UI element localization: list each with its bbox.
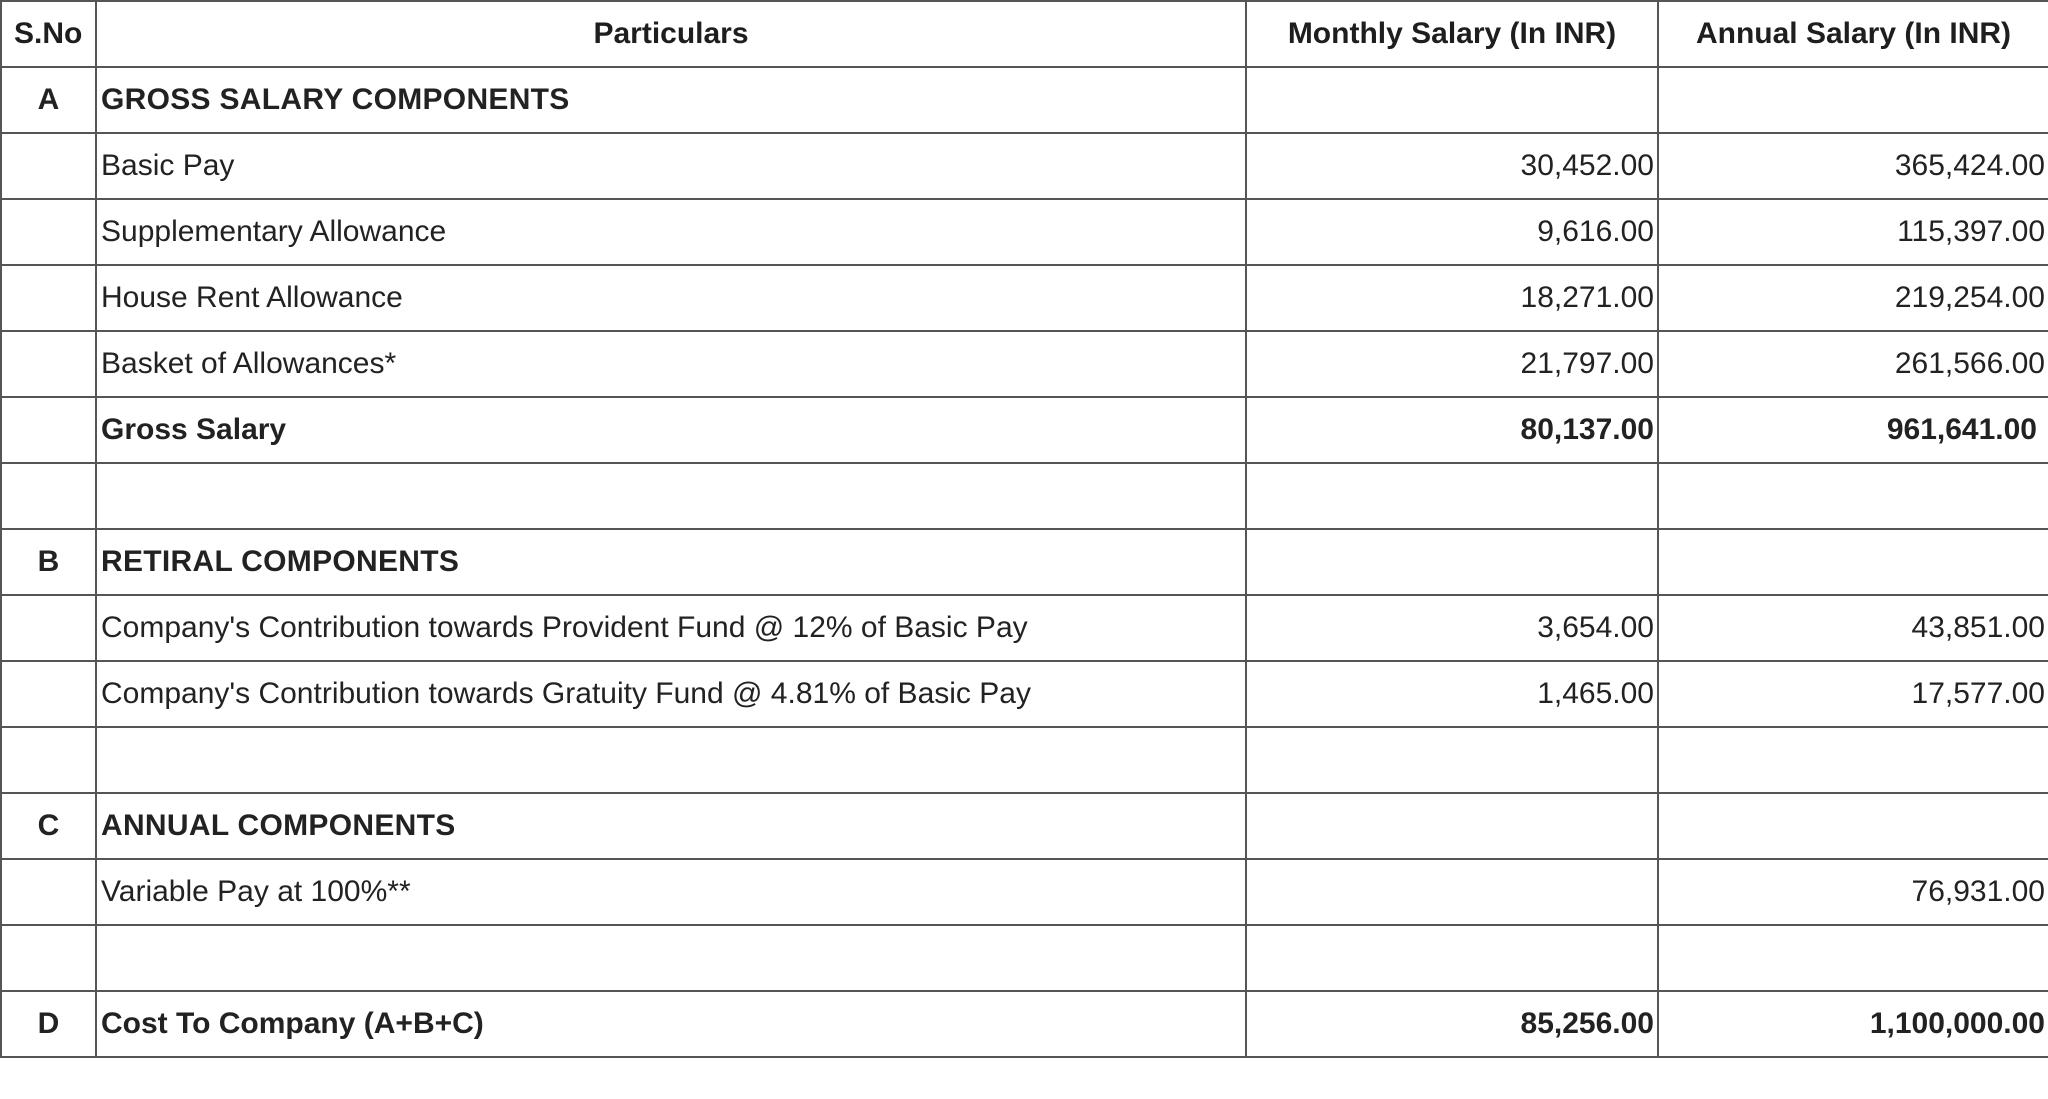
cell-sno [0,660,97,728]
cell-monthly [1245,792,1659,860]
cell-monthly: 80,137.00 [1245,396,1659,464]
cell-sno [0,924,97,992]
cell-monthly [1245,528,1659,596]
cell-particulars [95,462,1247,530]
cell-particulars: Basket of Allowances* [95,330,1247,398]
gross-salary-total-row: Gross Salary 80,137.00 961,641.00 [0,396,2048,464]
cell-monthly: 18,271.00 [1245,264,1659,332]
cell-sno [0,264,97,332]
cell-sno [0,396,97,464]
table-row: Variable Pay at 100%** 76,931.00 [0,858,2048,926]
cell-annual: 76,931.00 [1657,858,2048,926]
cell-monthly [1245,858,1659,926]
spacer-row [0,462,2048,530]
table-row: Basic Pay 30,452.00 365,424.00 [0,132,2048,200]
cell-sno: B [0,528,97,596]
header-row: S.No Particulars Monthly Salary (In INR)… [0,0,2048,68]
cell-monthly: 21,797.00 [1245,330,1659,398]
cell-sno: D [0,990,97,1058]
cell-particulars: RETIRAL COMPONENTS [95,528,1247,596]
table-row: Supplementary Allowance 9,616.00 115,397… [0,198,2048,266]
cell-particulars: House Rent Allowance [95,264,1247,332]
cell-annual [1657,924,2048,992]
cell-annual [1657,792,2048,860]
table-row: House Rent Allowance 18,271.00 219,254.0… [0,264,2048,332]
cell-particulars: ANNUAL COMPONENTS [95,792,1247,860]
section-row-retiral-components: B RETIRAL COMPONENTS [0,528,2048,596]
header-particulars: Particulars [95,0,1247,68]
cell-monthly [1245,726,1659,794]
cell-annual: 43,851.00 [1657,594,2048,662]
header-annual-salary: Annual Salary (In INR) [1657,0,2048,68]
spacer-row [0,726,2048,794]
cell-particulars [95,726,1247,794]
cell-monthly: 1,465.00 [1245,660,1659,728]
cell-sno [0,726,97,794]
section-row-annual-components: C ANNUAL COMPONENTS [0,792,2048,860]
cell-particulars [95,924,1247,992]
cost-to-company-row: D Cost To Company (A+B+C) 85,256.00 1,10… [0,990,2048,1058]
cell-annual: 1,100,000.00 [1657,990,2048,1058]
cell-particulars: Cost To Company (A+B+C) [95,990,1247,1058]
cell-sno: A [0,66,97,134]
cell-annual: 219,254.00 [1657,264,2048,332]
cell-annual [1657,462,2048,530]
cell-monthly: 9,616.00 [1245,198,1659,266]
cell-sno [0,594,97,662]
cell-sno [0,132,97,200]
cell-sno [0,462,97,530]
cell-sno [0,858,97,926]
table-row: Company's Contribution towards Gratuity … [0,660,2048,728]
cell-sno [0,198,97,266]
cell-sno: C [0,792,97,860]
cell-sno [0,330,97,398]
table-row: Company's Contribution towards Provident… [0,594,2048,662]
cell-monthly: 85,256.00 [1245,990,1659,1058]
cell-annual: 17,577.00 [1657,660,2048,728]
cell-annual [1657,66,2048,134]
cell-monthly [1245,66,1659,134]
cell-annual: 365,424.00 [1657,132,2048,200]
cell-monthly [1245,462,1659,530]
cell-particulars: Gross Salary [95,396,1247,464]
cell-monthly: 30,452.00 [1245,132,1659,200]
cell-monthly: 3,654.00 [1245,594,1659,662]
header-monthly-salary: Monthly Salary (In INR) [1245,0,1659,68]
section-row-gross-salary-components: A GROSS SALARY COMPONENTS [0,66,2048,134]
cell-particulars: Variable Pay at 100%** [95,858,1247,926]
spacer-row [0,924,2048,992]
cell-monthly [1245,924,1659,992]
table-body: A GROSS SALARY COMPONENTS Basic Pay 30,4… [0,66,2048,1058]
cell-particulars: Basic Pay [95,132,1247,200]
cell-annual: 115,397.00 [1657,198,2048,266]
cell-particulars: GROSS SALARY COMPONENTS [95,66,1247,134]
header-sno: S.No [0,0,97,68]
cell-particulars: Supplementary Allowance [95,198,1247,266]
cell-annual [1657,726,2048,794]
cell-particulars: Company's Contribution towards Gratuity … [95,660,1247,728]
cell-annual [1657,528,2048,596]
cell-particulars: Company's Contribution towards Provident… [95,594,1247,662]
cell-annual: 261,566.00 [1657,330,2048,398]
cell-annual: 961,641.00 [1657,396,2048,464]
salary-breakup-table: S.No Particulars Monthly Salary (In INR)… [0,0,2048,1058]
table-row: Basket of Allowances* 21,797.00 261,566.… [0,330,2048,398]
table-header: S.No Particulars Monthly Salary (In INR)… [0,0,2048,68]
